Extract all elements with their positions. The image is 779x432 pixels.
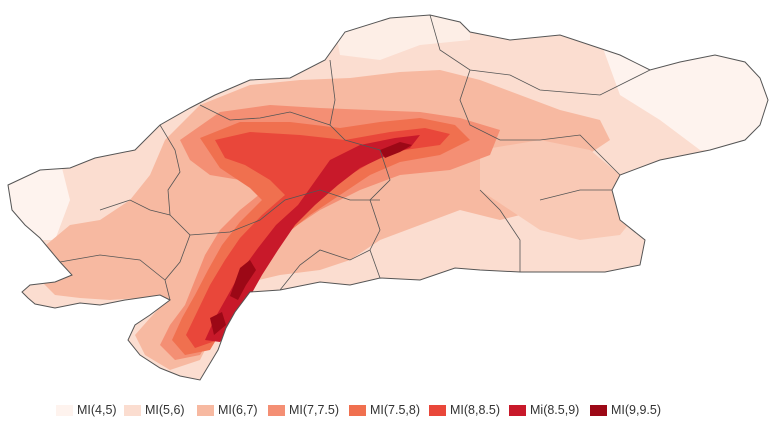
legend-item-mi-8-8-5: MI(8,8.5) xyxy=(429,402,500,418)
legend-swatch xyxy=(590,404,607,416)
legend-label: MI(7,7.5) xyxy=(289,403,340,417)
legend-item-mi-6-7: MI(6,7) xyxy=(197,402,258,418)
intensity-zones xyxy=(8,15,768,370)
legend-swatch xyxy=(268,404,285,416)
zone-mi-8-5-9 xyxy=(205,135,420,342)
legend-label: Mi(8.5,9) xyxy=(530,403,580,417)
legend-item-mi-4-5: MI(4,5) xyxy=(56,402,117,418)
legend-swatch xyxy=(349,404,366,416)
legend-label: MI(7.5,8) xyxy=(370,403,421,417)
legend-item-mi-7-7-5: MI(7,7.5) xyxy=(268,402,339,418)
legend-swatch xyxy=(56,404,73,416)
map-legend: MI(4,5) MI(5,6) MI(6,7) MI(7,7.5) MI(7.5… xyxy=(0,399,779,421)
admin-boundaries xyxy=(7,14,769,381)
legend-item-mi-9-9-5: MI(9,9.5) xyxy=(590,402,661,418)
legend-swatch xyxy=(509,404,526,416)
zone-mi-6-7-east xyxy=(480,140,640,240)
legend-swatch xyxy=(124,404,141,416)
legend-item-mi-5-6: MI(5,6) xyxy=(124,402,185,418)
legend-label: MI(6,7) xyxy=(218,403,258,417)
zone-mi-7-5-8 xyxy=(172,118,470,355)
legend-label: MI(8,8.5) xyxy=(450,403,501,417)
zone-mi-4-5-north xyxy=(330,15,470,60)
legend-label: MI(4,5) xyxy=(77,403,117,417)
legend-item-mi-7-5-8: MI(7.5,8) xyxy=(349,402,420,418)
legend-label: MI(5,6) xyxy=(145,403,185,417)
zone-mi-4-5-west xyxy=(8,150,70,240)
intensity-map xyxy=(7,14,769,381)
legend-swatch xyxy=(197,404,214,416)
legend-label: MI(9,9.5) xyxy=(611,403,662,417)
legend-swatch xyxy=(429,404,446,416)
legend-item-mi-8-5-9: Mi(8.5,9) xyxy=(509,402,579,418)
